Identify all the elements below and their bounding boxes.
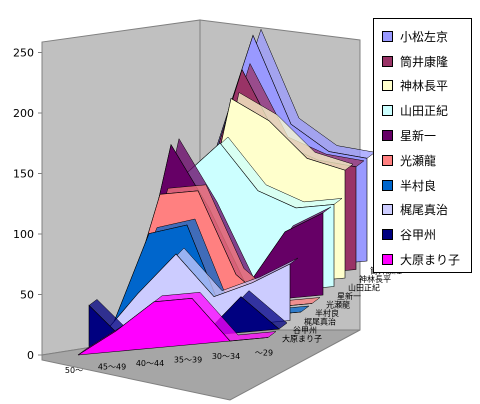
- legend-item: 光瀬龍: [374, 148, 471, 173]
- legend-swatch: [382, 80, 393, 92]
- y-tick-label: 150: [13, 168, 34, 181]
- y-axis-ticks: 0 50 100 150 200 250: [13, 47, 42, 362]
- legend-label: 梶尾真治: [400, 203, 449, 218]
- legend-item: 神林長平: [374, 74, 471, 99]
- y-tick-label: 250: [13, 47, 34, 60]
- legend-swatch: [382, 55, 393, 67]
- legend-label: 神林長平: [400, 79, 449, 94]
- x-category-label: 40～44: [136, 359, 164, 368]
- legend-item: 山田正紀: [374, 98, 471, 123]
- x-category-label: 30～34: [212, 352, 240, 361]
- series-axis-label: 星新一: [337, 291, 361, 301]
- y-tick-label: 100: [13, 228, 34, 241]
- x-category-label: ～29: [255, 349, 273, 358]
- x-category-label: 45～49: [98, 363, 126, 372]
- legend-label: 小松左京: [400, 29, 449, 44]
- y-tick-label: 0: [27, 349, 34, 362]
- x-category-label: 50～: [65, 366, 83, 375]
- legend-item: 筒井康隆: [374, 49, 471, 74]
- series-areas: [77, 28, 376, 356]
- legend-item: 大原まり子: [374, 247, 471, 272]
- legend-label: 半村良: [400, 178, 437, 193]
- legend-item: 小松左京: [374, 24, 471, 49]
- legend-swatch: [382, 30, 393, 42]
- series-axis-label: 山田正紀: [348, 283, 380, 293]
- x-category-label: 35～39: [174, 356, 202, 365]
- legend-swatch: [382, 154, 393, 166]
- legend-swatch: [382, 105, 393, 117]
- series-axis-label: 梶尾真治: [304, 317, 336, 327]
- series-axis-label: 谷甲州: [293, 326, 317, 335]
- legend-label: 谷甲州: [400, 228, 437, 243]
- x-axis-categories: 50～ 45～49 40～44 35～39 30～34 ～29: [65, 349, 273, 376]
- series-axis-label: 半村良: [315, 308, 339, 318]
- legend-swatch: [382, 254, 393, 266]
- legend-label: 山田正紀: [400, 104, 449, 119]
- y-tick-label: 50: [20, 289, 34, 302]
- y-tick-label: 200: [13, 107, 34, 120]
- series-axis-label: 光瀬龍: [326, 300, 350, 310]
- legend-item: 半村良: [374, 173, 471, 198]
- legend-swatch: [382, 204, 393, 216]
- legend-swatch: [382, 229, 393, 241]
- legend-label: 大原まり子: [400, 253, 461, 268]
- legend-label: 筒井康隆: [400, 54, 449, 69]
- series-axis-label: 神林長平: [359, 274, 391, 284]
- series-axis-label: 大原まり子: [282, 334, 322, 344]
- series-area-9: [77, 297, 269, 356]
- legend-label: 星新一: [400, 129, 437, 144]
- legend-swatch: [382, 179, 393, 191]
- legend-item: 星新一: [374, 123, 471, 148]
- legend-swatch: [382, 130, 393, 142]
- legend-item: 谷甲州: [374, 222, 471, 247]
- legend-label: 光瀬龍: [400, 153, 437, 168]
- legend-item: 梶尾真治: [374, 198, 471, 223]
- legend: 小松左京筒井康隆神林長平山田正紀星新一光瀬龍半村良梶尾真治谷甲州大原まり子: [373, 18, 472, 273]
